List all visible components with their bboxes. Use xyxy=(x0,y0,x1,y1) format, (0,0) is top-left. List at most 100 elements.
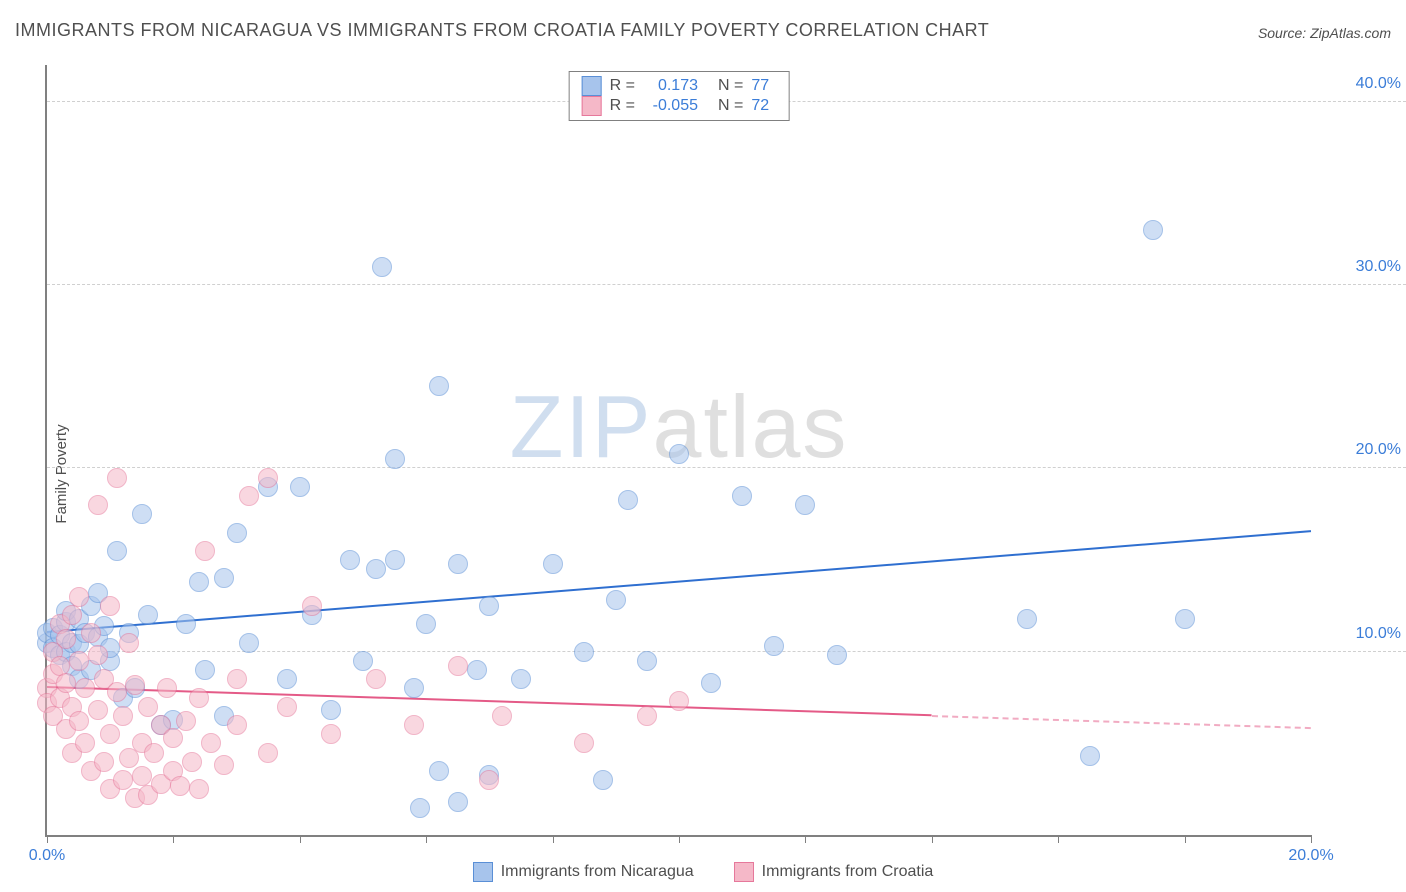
data-point xyxy=(479,596,499,616)
data-point xyxy=(404,678,424,698)
data-point xyxy=(1080,746,1100,766)
data-point xyxy=(113,706,133,726)
data-point xyxy=(416,614,436,634)
stats-n-value: 77 xyxy=(751,77,776,95)
data-point xyxy=(201,733,221,753)
data-point xyxy=(511,669,531,689)
bottom-legend: Immigrants from Nicaragua Immigrants from… xyxy=(0,862,1406,882)
x-tick xyxy=(553,835,554,843)
data-point xyxy=(618,490,638,510)
data-point xyxy=(144,743,164,763)
data-point xyxy=(214,568,234,588)
data-point xyxy=(138,605,158,625)
stats-r-label: R = xyxy=(610,77,635,95)
data-point xyxy=(138,697,158,717)
data-point xyxy=(321,700,341,720)
data-point xyxy=(227,523,247,543)
data-point xyxy=(385,550,405,570)
data-point xyxy=(100,724,120,744)
stats-r-value: -0.055 xyxy=(643,97,698,115)
data-point xyxy=(107,541,127,561)
data-point xyxy=(258,468,278,488)
data-point xyxy=(176,614,196,634)
data-point xyxy=(107,468,127,488)
data-point xyxy=(75,678,95,698)
data-point xyxy=(119,633,139,653)
data-point xyxy=(195,660,215,680)
data-point xyxy=(239,633,259,653)
data-point xyxy=(157,678,177,698)
stats-r-label: R = xyxy=(610,97,635,115)
stats-n-label: N = xyxy=(718,77,743,95)
stats-row: R = 0.173 N = 77 xyxy=(582,76,777,96)
data-point xyxy=(125,675,145,695)
data-point xyxy=(189,688,209,708)
data-point xyxy=(321,724,341,744)
data-point xyxy=(410,798,430,818)
gridline xyxy=(47,467,1406,468)
data-point xyxy=(467,660,487,680)
data-point xyxy=(543,554,563,574)
data-point xyxy=(606,590,626,610)
data-point xyxy=(372,257,392,277)
chart-container: Family Poverty ZIPatlas R =0.173N =77R =… xyxy=(0,55,1406,892)
data-point xyxy=(492,706,512,726)
data-point xyxy=(94,752,114,772)
data-point xyxy=(366,559,386,579)
data-point xyxy=(827,645,847,665)
chart-title: IMMIGRANTS FROM NICARAGUA VS IMMIGRANTS … xyxy=(15,20,989,41)
data-point xyxy=(366,669,386,689)
data-point xyxy=(764,636,784,656)
data-point xyxy=(277,697,297,717)
stats-legend: R = 0.173 N = 77 R = -0.055 N = 72 xyxy=(569,71,790,121)
x-tick xyxy=(1311,835,1312,843)
data-point xyxy=(448,792,468,812)
stats-n-value: 72 xyxy=(751,97,776,115)
data-point xyxy=(81,623,101,643)
data-point xyxy=(1143,220,1163,240)
y-tick-label: 30.0% xyxy=(1316,258,1401,276)
y-tick-label: 40.0% xyxy=(1316,75,1401,93)
x-tick xyxy=(1058,835,1059,843)
x-tick xyxy=(805,835,806,843)
data-point xyxy=(107,682,127,702)
data-point xyxy=(448,554,468,574)
data-point xyxy=(69,711,89,731)
data-point xyxy=(113,770,133,790)
data-point xyxy=(574,642,594,662)
data-point xyxy=(258,743,278,763)
data-point xyxy=(637,706,657,726)
data-point xyxy=(189,572,209,592)
data-point xyxy=(574,733,594,753)
data-point xyxy=(637,651,657,671)
stats-n-label: N = xyxy=(718,97,743,115)
plot-area: ZIPatlas R =0.173N =77R =-0.055N =72 10.… xyxy=(45,65,1311,837)
data-point xyxy=(56,673,76,693)
legend-swatch xyxy=(582,96,602,116)
data-point xyxy=(479,770,499,790)
data-point xyxy=(429,761,449,781)
data-point xyxy=(302,596,322,616)
data-point xyxy=(56,629,76,649)
stats-r-value: 0.173 xyxy=(643,77,698,95)
chart-source: Source: ZipAtlas.com xyxy=(1258,25,1391,41)
data-point xyxy=(189,779,209,799)
legend-swatch xyxy=(473,862,493,882)
data-point xyxy=(88,645,108,665)
data-point xyxy=(227,715,247,735)
data-point xyxy=(404,715,424,735)
data-point xyxy=(176,711,196,731)
stats-row: R = -0.055 N = 72 xyxy=(582,96,777,116)
watermark-zip: ZIP xyxy=(510,377,653,476)
legend-swatch xyxy=(582,76,602,96)
legend-item: Immigrants from Nicaragua xyxy=(473,862,694,882)
data-point xyxy=(732,486,752,506)
data-point xyxy=(195,541,215,561)
data-point xyxy=(62,605,82,625)
data-point xyxy=(448,656,468,676)
data-point xyxy=(69,651,89,671)
legend-item: Immigrants from Croatia xyxy=(734,862,934,882)
data-point xyxy=(701,673,721,693)
x-tick xyxy=(426,835,427,843)
data-point xyxy=(132,504,152,524)
